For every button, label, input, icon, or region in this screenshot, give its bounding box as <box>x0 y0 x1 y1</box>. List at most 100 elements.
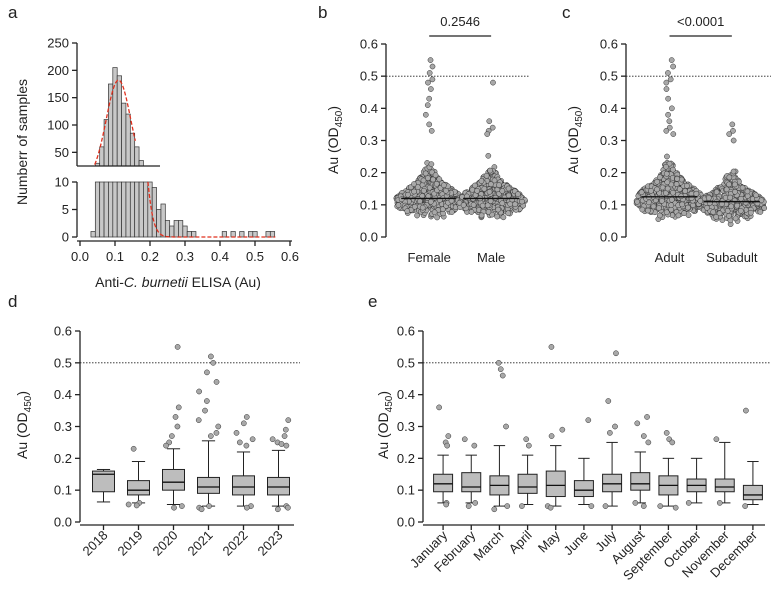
x-axis-title-part: Anti- <box>95 274 124 290</box>
panel-letter: a <box>8 3 18 22</box>
y-tick-label: 0.3 <box>360 133 378 148</box>
data-point <box>481 185 488 192</box>
y-tick-label: 0.1 <box>397 483 415 498</box>
outlier-point <box>495 359 502 366</box>
data-point <box>398 196 405 203</box>
data-point <box>431 209 438 216</box>
outlier-point <box>645 439 652 446</box>
data-point <box>664 153 670 160</box>
data-point <box>441 182 447 189</box>
y-tick-label: 250 <box>47 36 69 51</box>
data-point <box>479 202 486 209</box>
histogram-bar <box>138 181 144 238</box>
data-point <box>427 57 434 63</box>
y-tick-label: 0.0 <box>397 515 415 530</box>
data-point <box>670 63 676 70</box>
y-tick-label: 100 <box>47 118 69 133</box>
outlier-point <box>249 436 256 443</box>
category-label: 2022 <box>220 528 251 559</box>
data-point <box>427 198 434 205</box>
y-tick-label: 0.2 <box>360 165 378 180</box>
y-tick-label: 0.1 <box>54 483 72 498</box>
outlier-point <box>204 398 210 404</box>
data-point <box>704 205 710 211</box>
data-point <box>492 194 499 201</box>
outlier-point <box>640 433 647 439</box>
data-point <box>424 102 431 108</box>
panel-c-dotplot-age: 0.0 0.1 0.2 0.3 0.4 0.5 0.6 Au (OD450) c Adult Sub… <box>562 3 771 265</box>
data-point <box>471 182 478 189</box>
data-point <box>395 202 402 208</box>
data-point <box>645 207 651 214</box>
data-point <box>425 175 431 181</box>
y-tick-label: 0.5 <box>600 69 618 84</box>
data-point <box>666 160 673 167</box>
outlier-point <box>444 442 451 449</box>
panel-a-histogram: 50 100 150 200 250 0 5 10 0.0 0.1 0.2 0.3 0.4 0.5 0.6 N… <box>8 3 299 290</box>
histogram-bar <box>116 181 122 238</box>
y-tick-label: 0.6 <box>54 324 72 339</box>
data-point <box>682 188 689 194</box>
outlier-point <box>174 423 181 430</box>
data-point <box>417 198 423 205</box>
outlier-point <box>174 344 181 350</box>
data-point <box>405 191 411 198</box>
outlier-point <box>171 504 177 511</box>
data-point <box>666 118 673 125</box>
data-point <box>665 70 671 76</box>
iqr-box <box>267 476 290 496</box>
data-point <box>659 184 666 191</box>
data-point <box>669 105 675 112</box>
histogram-bar <box>99 146 105 167</box>
data-point <box>726 131 733 137</box>
data-point <box>489 124 496 131</box>
data-point <box>486 188 493 195</box>
data-point <box>730 168 737 175</box>
outlier-point <box>285 417 292 423</box>
iqr-box <box>573 480 594 498</box>
y-tick-label: 0.0 <box>54 515 72 530</box>
data-point <box>663 170 670 177</box>
data-point <box>734 202 740 209</box>
data-point <box>515 191 521 197</box>
data-point <box>710 209 717 215</box>
iqr-box <box>714 478 735 493</box>
category-label: March <box>470 528 506 564</box>
data-point <box>432 172 439 179</box>
outlier-point <box>685 500 692 506</box>
data-point <box>667 76 674 83</box>
outlier-point <box>213 379 220 385</box>
data-point <box>499 200 506 207</box>
data-point <box>679 201 685 208</box>
data-point <box>496 182 502 188</box>
data-point <box>428 86 434 92</box>
data-point <box>499 188 506 194</box>
histogram-bar <box>121 181 127 238</box>
data-point <box>748 209 754 216</box>
data-point <box>495 206 502 213</box>
y-axis-title-subscript: 450 <box>23 395 34 412</box>
histogram-bar <box>182 225 188 238</box>
y-tick-label: 0.3 <box>397 419 415 434</box>
outlier-point <box>240 420 247 427</box>
data-point <box>404 208 411 214</box>
outlier-point <box>461 436 468 443</box>
data-point <box>426 121 433 128</box>
data-point <box>505 210 512 217</box>
y-tick-label: 10 <box>55 175 69 190</box>
data-point <box>670 189 676 196</box>
panel-letter: b <box>318 3 327 22</box>
y-axis-title-subscript: 450 <box>574 110 585 127</box>
data-point <box>434 214 440 221</box>
histogram-bar <box>191 231 197 238</box>
category-label: June <box>560 528 591 559</box>
panel-letter: d <box>8 292 17 311</box>
outlier-point <box>285 504 291 511</box>
outlier-point <box>499 372 506 379</box>
data-point <box>737 207 744 214</box>
y-tick-label: 0.6 <box>397 324 415 339</box>
data-point <box>681 210 687 217</box>
data-point <box>727 194 734 201</box>
outlier-point <box>644 414 650 420</box>
outlier-point <box>198 506 205 513</box>
